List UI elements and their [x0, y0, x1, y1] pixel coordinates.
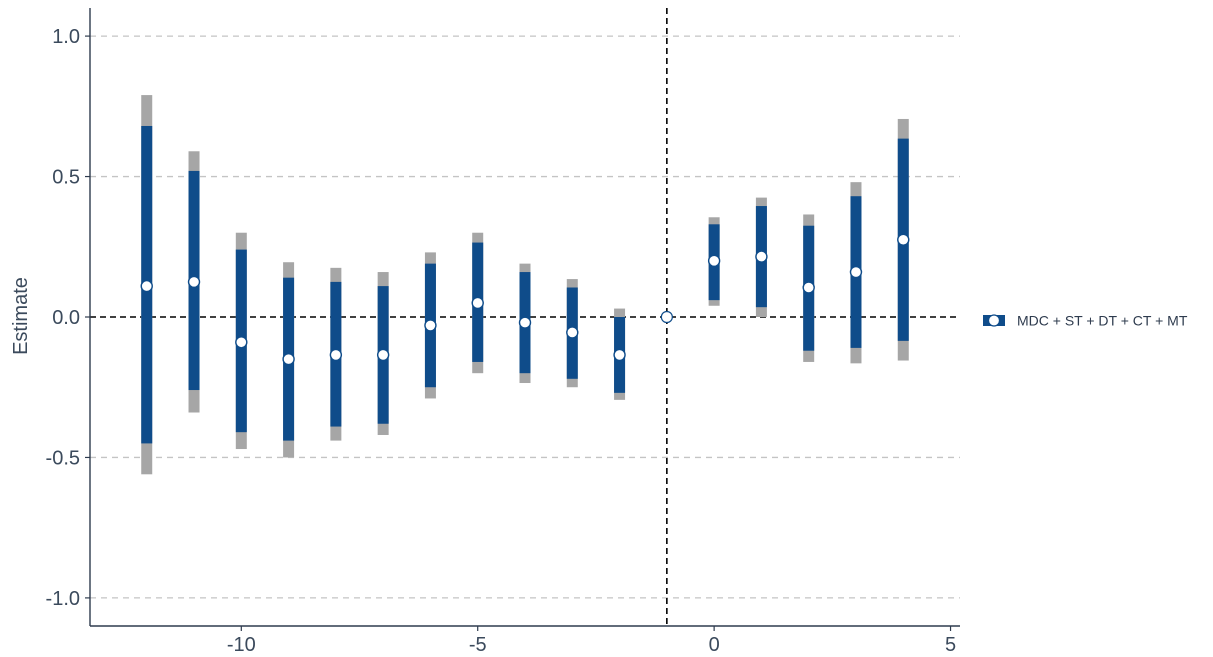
x-tick-labels: -10 -5 0 5 — [227, 626, 956, 656]
point-estimate — [849, 265, 863, 279]
x-tick-label: -10 — [227, 634, 256, 656]
y-axis-title: Estimate — [10, 277, 32, 355]
x-tick-label: 5 — [945, 634, 956, 656]
point-estimate — [235, 336, 248, 349]
point-estimate — [566, 326, 579, 339]
y-tick-label: -0.5 — [46, 447, 80, 469]
x-tick-label: 0 — [709, 634, 720, 656]
point-estimate — [140, 279, 153, 293]
point-estimate — [613, 348, 626, 362]
y-tick-label: 0.0 — [52, 307, 80, 329]
point-estimate — [897, 233, 910, 246]
inner-intervals — [141, 125, 909, 444]
point-estimate — [802, 281, 815, 294]
point-estimate — [282, 352, 295, 366]
point-estimates — [140, 233, 910, 366]
y-tick-label: 1.0 — [52, 26, 80, 48]
grid-layer — [90, 35, 960, 599]
point-estimate — [518, 316, 532, 329]
legend-label: MDC + ST + DT + CT + MT — [1017, 313, 1188, 329]
legend-key-point — [987, 314, 1001, 327]
x-tick-label: -5 — [469, 634, 487, 656]
y-tick-label: 0.5 — [52, 167, 80, 189]
y-tick-labels: -1.0 -0.5 0.0 0.5 1.0 — [46, 26, 90, 610]
legend: MDC + ST + DT + CT + MT — [983, 313, 1188, 329]
point-estimate — [187, 275, 201, 289]
point-estimate — [424, 319, 437, 332]
reference-point — [660, 310, 673, 324]
point-estimate — [471, 296, 484, 310]
point-estimate — [755, 250, 768, 263]
point-estimate — [329, 348, 343, 362]
point-estimate — [376, 348, 390, 362]
point-estimate — [707, 254, 721, 268]
y-tick-label: -1.0 — [46, 588, 80, 610]
